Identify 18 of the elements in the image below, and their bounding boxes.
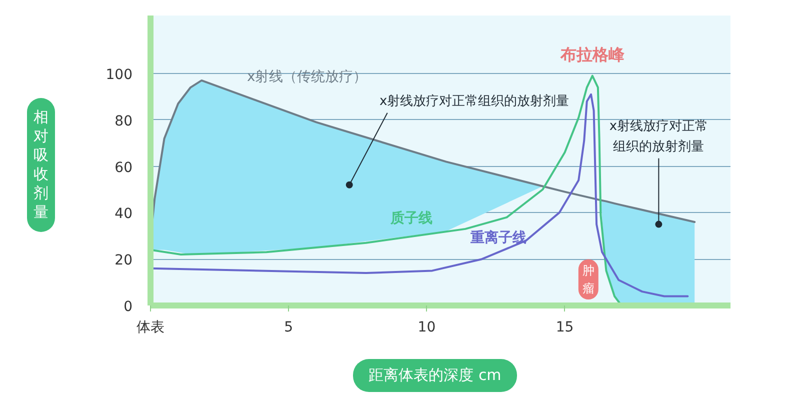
series-label: x射线（传统放疗） bbox=[246, 68, 368, 85]
y-tick-label: 20 bbox=[114, 252, 133, 269]
x-axis-title: 距离体表的深度 cm bbox=[352, 359, 518, 392]
annotation: x射线放疗对正常组织的放射剂量 bbox=[609, 119, 708, 154]
x-tick-label: 体表 bbox=[136, 320, 164, 336]
x-tick-label: 15 bbox=[556, 320, 574, 336]
y-tick-label: 60 bbox=[114, 160, 133, 176]
x-tick-label: 5 bbox=[284, 320, 294, 336]
annotation: 布拉格峰 bbox=[559, 44, 626, 64]
y-tick-label: 0 bbox=[124, 299, 133, 315]
y-tick-label: 40 bbox=[114, 206, 133, 222]
x-tick-label: 10 bbox=[418, 320, 436, 336]
series-label: 质子线 bbox=[390, 209, 432, 226]
annotation: 肿瘤 bbox=[582, 263, 594, 296]
y-tick-label: 100 bbox=[106, 67, 133, 83]
y-tick-label: 80 bbox=[114, 113, 133, 130]
y-axis-title: 相对吸收剂量 bbox=[27, 98, 55, 232]
annotation: x射线放疗对正常组织的放射剂量 bbox=[380, 92, 570, 109]
